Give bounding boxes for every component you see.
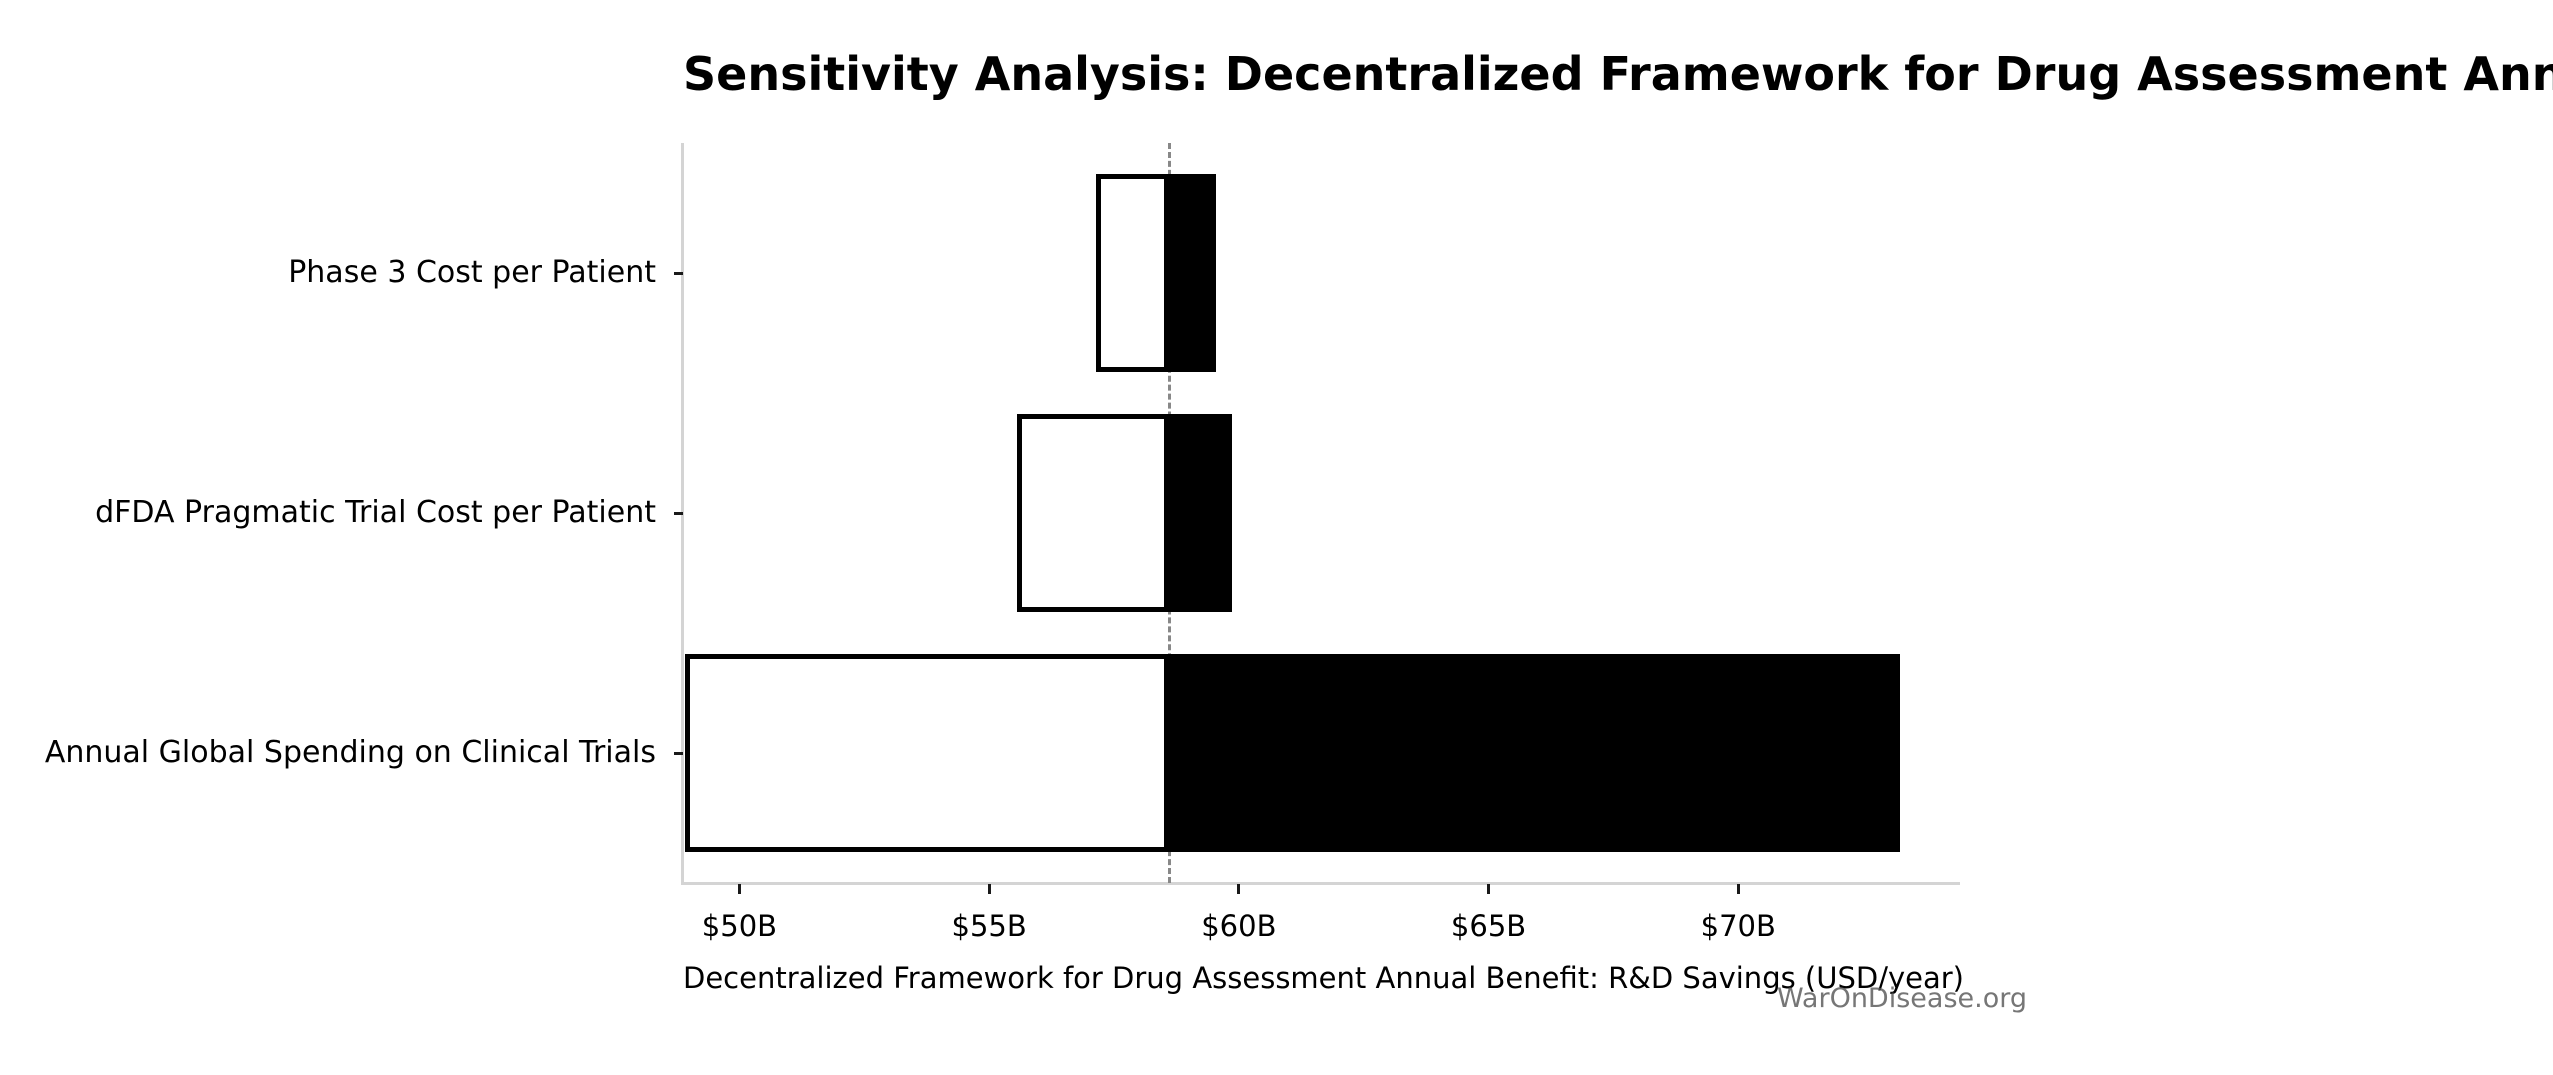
- tornado-bar-high-segment: [1169, 654, 1901, 852]
- category-label: dFDA Pragmatic Trial Cost per Patient: [95, 495, 656, 530]
- x-tick-label: $55B: [951, 909, 1027, 943]
- x-tick-label: $65B: [1450, 909, 1527, 943]
- x-tick-mark: [737, 884, 741, 894]
- y-tick-mark: [674, 751, 683, 755]
- tornado-bar-low-segment: [1095, 174, 1170, 372]
- category-label: Phase 3 Cost per Patient: [288, 255, 656, 290]
- x-tick-label: $70B: [1700, 909, 1776, 943]
- category-label: Annual Global Spending on Clinical Trial…: [44, 735, 656, 770]
- x-tick-mark: [1487, 884, 1491, 894]
- y-tick-mark: [674, 511, 683, 515]
- x-tick-label: $60B: [1201, 909, 1277, 943]
- x-tick-mark: [987, 884, 991, 894]
- x-axis-spine: [681, 882, 1960, 885]
- tornado-bar-high-segment: [1169, 414, 1232, 612]
- x-tick-mark: [1736, 884, 1740, 894]
- watermark: WarOnDisease.org: [1776, 983, 2027, 1014]
- tornado-bar-high-segment: [1169, 174, 1216, 372]
- tornado-bar-low-segment: [684, 654, 1170, 852]
- tornado-bar-low-segment: [1016, 414, 1170, 612]
- x-tick-mark: [1237, 884, 1241, 894]
- x-axis-label: Decentralized Framework for Drug Assessm…: [683, 961, 1964, 995]
- y-tick-mark: [674, 271, 683, 275]
- x-tick-label: $50B: [701, 909, 778, 943]
